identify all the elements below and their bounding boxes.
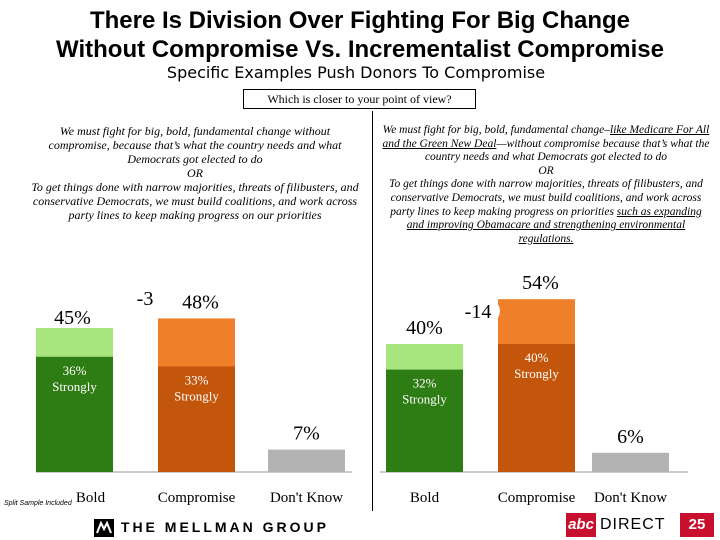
brand-abc-logo: abc (566, 513, 596, 537)
right-bar-strongly-1 (498, 344, 575, 472)
right-strongly-label-1: 40% (525, 350, 549, 365)
right-statement-part3: —without compromise because that’s what … (424, 137, 710, 164)
left-bar-strongly-0 (36, 356, 113, 472)
left-strongly-label-0: 36% (63, 363, 87, 378)
subtitle: Specific Examples Push Donors To Comprom… (166, 63, 546, 82)
left-net-label: -3 (137, 288, 154, 310)
page-title: There Is Division Over Fighting For Big … (0, 6, 720, 64)
left-total-label-2: 7% (293, 423, 320, 445)
left-bar-total-2 (268, 449, 345, 472)
right-category-label-0: Bold (410, 490, 440, 506)
panel-divider (372, 111, 373, 511)
left-net-oval (123, 282, 167, 314)
right-net-oval (456, 295, 500, 327)
footer-logo: THE MELLMAN GROUP (94, 516, 394, 538)
left-category-label-0: Bold (76, 490, 106, 506)
footer-logo-text: THE MELLMAN GROUP (120, 519, 329, 535)
question-box: Which is closer to your point of view? (243, 89, 476, 109)
left-total-label-1: 48% (182, 291, 219, 313)
right-strongly-word-1: Strongly (514, 366, 559, 381)
right-total-label-1: 54% (522, 272, 559, 294)
brand-direct-logo: DIRECT (600, 516, 666, 533)
right-category-label-2: Don't Know (594, 490, 667, 506)
right-bar-strongly-0 (386, 369, 463, 472)
title-line-2: Without Compromise Vs. Incrementalist Co… (56, 36, 664, 63)
title-line-1: There Is Division Over Fighting For Big … (89, 7, 631, 34)
left-statement-b: To get things done with narrow majoritie… (31, 180, 359, 222)
right-statement-or: OR (538, 164, 554, 177)
right-strongly-word-0: Strongly (402, 392, 447, 407)
right-statement-part1: We must fight for big, bold, fundamental… (382, 124, 610, 136)
right-category-label-1: Compromise (498, 490, 576, 506)
right-statement-part2: like Medicare For All and the Green New … (382, 124, 710, 150)
left-strongly-word-1: Strongly (174, 388, 219, 403)
left-statement-or: OR (187, 166, 203, 180)
mellman-logo-icon (94, 519, 114, 538)
right-total-label-0: 40% (406, 317, 443, 339)
right-net-label: -14 (465, 301, 492, 323)
left-strongly-word-0: Strongly (52, 379, 97, 394)
left-total-label-0: 45% (54, 307, 91, 329)
right-statement-part4: To get things done with narrow majoritie… (389, 178, 703, 218)
left-bar-strongly-1 (158, 366, 235, 472)
right-statement: We must fight for big, bold, fundamental… (382, 124, 710, 246)
page-number: 25 (680, 513, 714, 537)
left-strongly-label-1: 33% (185, 372, 209, 387)
right-statement-a: We must fight for big, bold, fundamental… (382, 124, 710, 165)
footnote: Split Sample Included (4, 500, 72, 507)
right-bar-total-2 (592, 452, 669, 472)
left-category-label-1: Compromise (158, 490, 236, 506)
right-strongly-label-0: 32% (413, 376, 437, 391)
left-category-label-2: Don't Know (270, 490, 343, 506)
left-statement-a: We must fight for big, bold, fundamental… (48, 124, 342, 166)
right-statement-part5: such as expanding and improving Obamacar… (406, 205, 702, 245)
left-statement: We must fight for big, bold, fundamental… (30, 124, 360, 222)
right-statement-b: To get things done with narrow majoritie… (382, 178, 710, 246)
right-total-label-2: 6% (617, 426, 644, 448)
